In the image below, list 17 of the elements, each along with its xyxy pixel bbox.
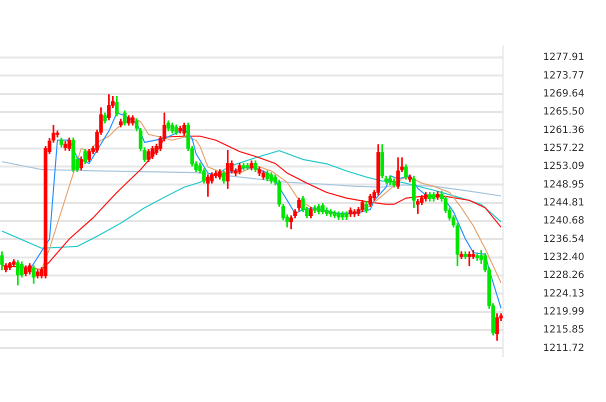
y-tick-label: 1248.95 (543, 179, 584, 190)
y-tick-label: 1261.36 (543, 124, 584, 136)
y-tick-label: 1273.77 (543, 70, 584, 82)
y-tick-label: 1257.22 (543, 143, 584, 154)
y-tick-label: 1277.91 (543, 52, 584, 64)
y-tick-label: 1244.81 (543, 198, 584, 209)
y-tick-label: 1228.26 (543, 270, 584, 282)
y-tick-label: 1253.09 (543, 161, 584, 172)
y-tick-label: 1215.85 (543, 324, 584, 336)
y-tick-label: 1240.68 (543, 216, 584, 227)
y-tick-label: 1224.13 (543, 288, 584, 300)
y-tick-label: 1265.50 (543, 106, 584, 118)
y-tick-label: 1232.40 (543, 252, 584, 264)
y-tick-label: 1269.64 (543, 88, 584, 100)
y-tick-label: 1211.72 (543, 342, 584, 354)
y-tick-label: 1236.54 (543, 234, 584, 245)
y-tick-label: 1219.99 (543, 306, 584, 318)
